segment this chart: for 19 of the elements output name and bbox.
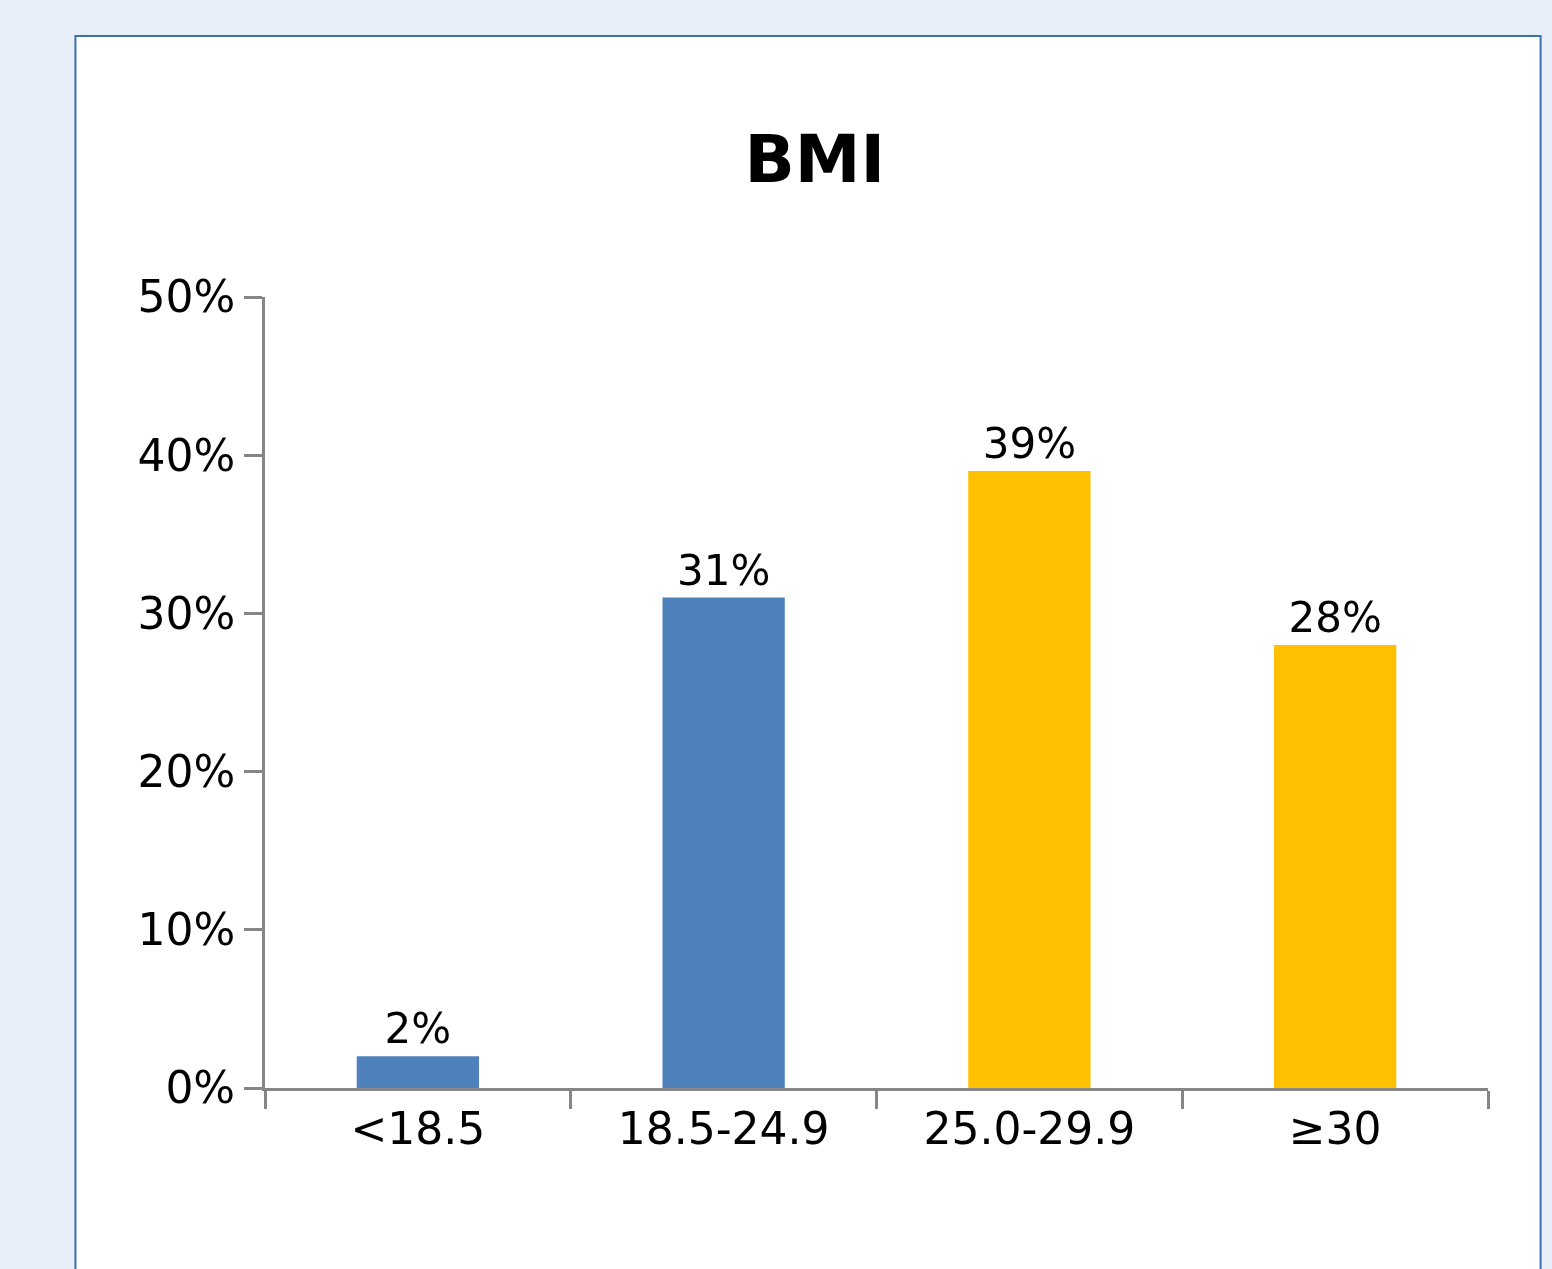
y-tick-label: 20% [137,746,236,797]
chart-title: BMI [744,120,886,198]
bar [662,597,785,1088]
x-tick-label: <18.5 [350,1102,486,1154]
data-label: 2% [384,1004,452,1054]
bar [1273,645,1397,1088]
data-label: 39% [982,419,1077,469]
x-tick-label: ≥30 [1288,1102,1382,1154]
y-tick-label: 50% [137,271,236,323]
y-tick-label: 30% [137,587,236,639]
data-label: 28% [1288,593,1382,643]
bar [968,471,1091,1088]
data-label: 31% [676,545,771,595]
y-tick-label: 40% [137,429,236,481]
bar [356,1056,480,1088]
x-tick-label: 18.5-24.9 [617,1102,830,1154]
x-tick-label: 25.0-29.9 [923,1102,1136,1154]
y-tick-label: 0% [165,1062,236,1114]
y-tick-label: 10% [137,904,236,956]
